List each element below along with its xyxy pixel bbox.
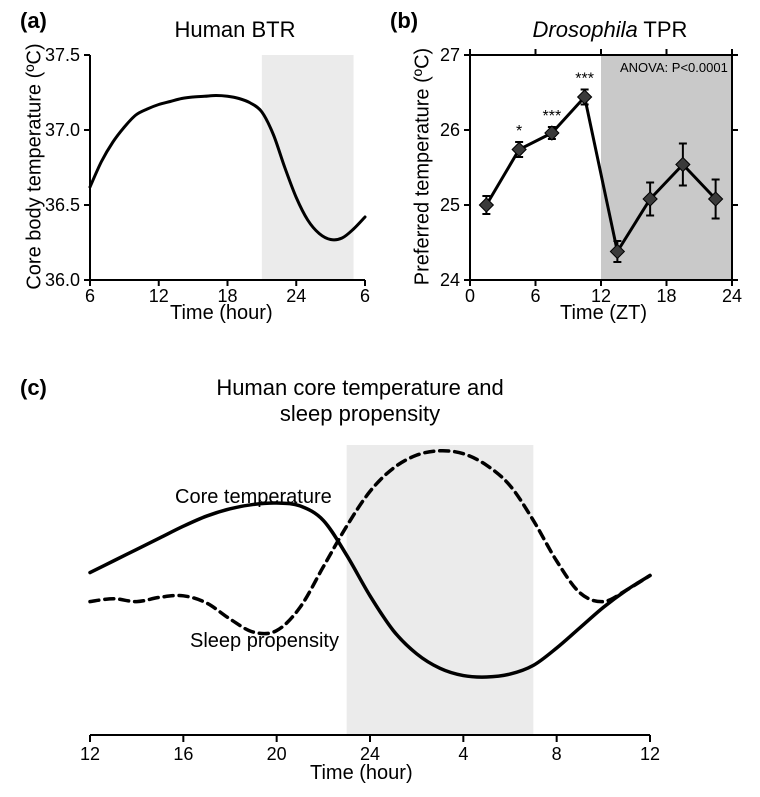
svg-text:36.5: 36.5 (45, 195, 80, 215)
svg-text:24: 24 (286, 286, 306, 306)
svg-text:12: 12 (80, 744, 100, 764)
panel-b-anova: ANOVA: P<0.0001 (620, 60, 728, 75)
svg-text:12: 12 (640, 744, 660, 764)
svg-text:24: 24 (440, 270, 460, 290)
panel-b-plot: 2425262706121824******* (380, 0, 760, 340)
svg-text:12: 12 (149, 286, 169, 306)
svg-text:36.0: 36.0 (45, 270, 80, 290)
panel-a-plot: 36.036.537.037.561218246 (0, 0, 380, 340)
svg-text:24: 24 (360, 744, 380, 764)
panel-c-xlabel: Time (hour) (310, 762, 413, 785)
svg-text:0: 0 (465, 286, 475, 306)
svg-text:4: 4 (458, 744, 468, 764)
figure-container: (a) Human BTR 36.036.537.037.561218246 C… (0, 0, 760, 797)
panel-b-xlabel: Time (ZT) (560, 302, 647, 325)
svg-text:6: 6 (530, 286, 540, 306)
svg-text:37.0: 37.0 (45, 120, 80, 140)
svg-text:20: 20 (267, 744, 287, 764)
svg-text:24: 24 (722, 286, 742, 306)
svg-text:6: 6 (85, 286, 95, 306)
svg-text:26: 26 (440, 120, 460, 140)
svg-text:16: 16 (173, 744, 193, 764)
panel-c-plot: 12 16 20 24 4 8 12 (0, 370, 760, 797)
svg-text:27: 27 (440, 45, 460, 65)
panel-c-series2-label: Sleep propensity (190, 630, 339, 653)
panel-a-ylabel: Core body temperature (ºC) (24, 42, 47, 292)
svg-text:***: *** (543, 108, 562, 125)
svg-text:18: 18 (656, 286, 676, 306)
panel-b: (b) Drosophila TPR 2425262706121824*****… (380, 0, 760, 340)
svg-text:37.5: 37.5 (45, 45, 80, 65)
panel-a: (a) Human BTR 36.036.537.037.561218246 C… (0, 0, 380, 340)
svg-text:*: * (516, 123, 522, 140)
svg-text:***: *** (575, 71, 594, 88)
panel-b-ylabel: Preferred temperature (ºC) (412, 47, 435, 287)
svg-text:6: 6 (360, 286, 370, 306)
panel-a-xlabel: Time (hour) (170, 302, 273, 325)
svg-text:8: 8 (552, 744, 562, 764)
panel-c-series1-label: Core temperature (175, 486, 332, 509)
svg-text:25: 25 (440, 195, 460, 215)
panel-c: (c) Human core temperature and sleep pro… (0, 370, 760, 797)
